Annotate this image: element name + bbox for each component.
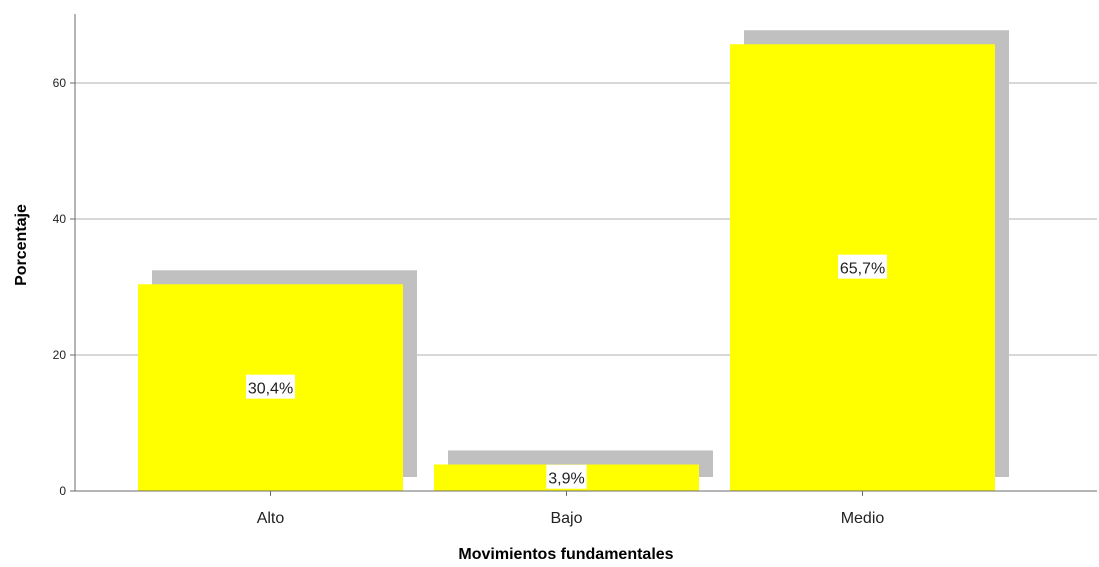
x-category-label: Medio — [841, 510, 885, 527]
y-axis-ticks: 0 20 40 60 — [53, 76, 75, 498]
data-label: 65,7% — [840, 261, 885, 278]
x-category-label: Bajo — [550, 510, 582, 527]
y-axis-title: Porcentaje — [13, 204, 30, 286]
data-label: 3,9% — [548, 471, 584, 488]
y-tick-label: 0 — [59, 484, 66, 498]
data-labels: 30,4% 3,9% 65,7% — [246, 254, 887, 489]
data-label-box — [546, 464, 587, 489]
x-axis-categories: Alto Bajo Medio — [257, 491, 885, 527]
x-axis-title: Movimientos fundamentales — [458, 546, 673, 563]
y-tick-label: 40 — [53, 212, 67, 226]
data-label: 30,4% — [248, 381, 293, 398]
x-category-label: Alto — [257, 510, 285, 527]
y-tick-label: 60 — [53, 76, 67, 90]
data-label-box — [246, 374, 295, 399]
y-tick-label: 20 — [53, 348, 67, 362]
axes — [74, 14, 1097, 492]
data-label-box — [838, 254, 887, 279]
